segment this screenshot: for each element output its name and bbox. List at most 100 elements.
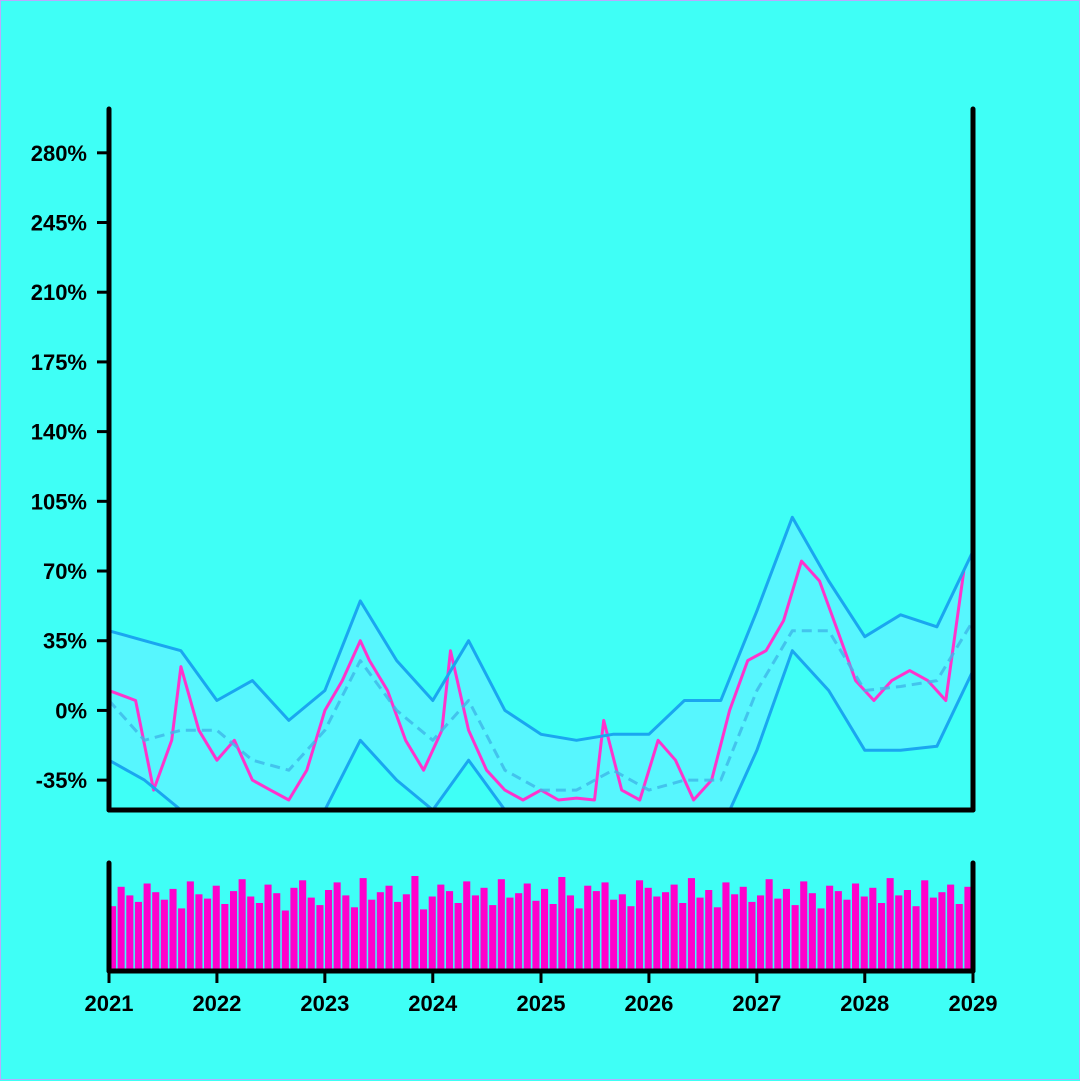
series-price-line bbox=[109, 559, 966, 802]
series-lower-band-line bbox=[109, 649, 973, 810]
volume-bar bbox=[428, 896, 436, 971]
volume-bar bbox=[679, 903, 687, 971]
volume-bar bbox=[126, 895, 134, 971]
volume-bar bbox=[212, 885, 220, 971]
volume-bar bbox=[497, 879, 505, 971]
volume-bars bbox=[109, 876, 972, 971]
band-area bbox=[109, 517, 973, 810]
volume-bar bbox=[575, 908, 583, 971]
volume-bar bbox=[160, 899, 168, 971]
volume-bar bbox=[921, 880, 929, 971]
y-tick-label: 280% bbox=[31, 141, 87, 166]
volume-bar bbox=[765, 879, 773, 971]
volume-bar bbox=[644, 887, 652, 971]
x-tick-label: 2027 bbox=[732, 991, 781, 1016]
x-tick-label: 2024 bbox=[408, 991, 458, 1016]
y-tick-label: 105% bbox=[31, 489, 87, 514]
volume-bar bbox=[489, 905, 497, 971]
volume-bar bbox=[376, 892, 384, 971]
volume-bar bbox=[852, 883, 860, 971]
volume-bar bbox=[178, 908, 186, 971]
volume-bar bbox=[437, 884, 445, 971]
volume-bar bbox=[230, 891, 238, 971]
volume-bar bbox=[368, 899, 376, 971]
volume-bar bbox=[947, 884, 955, 971]
volume-bar bbox=[411, 876, 419, 971]
volume-bar bbox=[878, 903, 886, 971]
volume-bar bbox=[169, 888, 177, 971]
volume-bar bbox=[480, 887, 488, 971]
volume-bar bbox=[860, 896, 868, 971]
volume-bar bbox=[350, 907, 358, 971]
y-tick-label: 70% bbox=[43, 559, 87, 584]
volume-bar bbox=[722, 882, 730, 971]
volume-bar bbox=[748, 901, 756, 971]
volume-bar bbox=[359, 878, 367, 971]
volume-bar bbox=[152, 892, 160, 971]
volume-bar bbox=[670, 884, 678, 971]
volume-bar bbox=[255, 903, 263, 971]
volume-bar bbox=[325, 890, 333, 971]
x-tick-label: 2023 bbox=[300, 991, 349, 1016]
y-tick-label: 175% bbox=[31, 350, 87, 375]
x-axis-ticks: 2021 2022 2023 2024 2025 2026 2027 2028 2029 bbox=[85, 971, 998, 1016]
volume-bar bbox=[506, 897, 514, 971]
band-fill bbox=[109, 517, 973, 810]
volume-bar bbox=[471, 895, 479, 971]
volume-bar bbox=[134, 901, 142, 971]
volume-bar bbox=[566, 895, 574, 971]
volume-bar bbox=[757, 895, 765, 971]
volume-bar bbox=[895, 895, 903, 971]
volume-bar bbox=[834, 891, 842, 971]
series-moving-average-line bbox=[109, 620, 973, 792]
x-tick-label: 2021 bbox=[85, 991, 134, 1016]
volume-bar bbox=[523, 883, 531, 971]
x-tick-label: 2028 bbox=[840, 991, 889, 1016]
volume-bar bbox=[247, 896, 255, 971]
volume-bar bbox=[696, 897, 704, 971]
volume-bar bbox=[454, 903, 462, 971]
volume-bar bbox=[342, 895, 350, 971]
volume-bar bbox=[713, 907, 721, 971]
volume-bar bbox=[463, 881, 471, 971]
x-tick-label: 2025 bbox=[517, 991, 566, 1016]
volume-bar bbox=[731, 894, 739, 971]
volume-bar bbox=[687, 878, 695, 971]
volume-bar bbox=[903, 890, 911, 971]
volume-bar bbox=[955, 904, 963, 971]
volume-bar bbox=[117, 886, 125, 971]
volume-bar bbox=[195, 894, 203, 971]
volume-bar bbox=[238, 879, 246, 971]
volume-bar bbox=[515, 893, 523, 971]
volume-bar bbox=[912, 906, 920, 971]
volume-bar bbox=[281, 910, 289, 971]
volume-bar bbox=[843, 899, 851, 971]
volume-bar bbox=[886, 878, 894, 971]
volume-bar bbox=[264, 884, 272, 971]
volume-bar bbox=[964, 886, 972, 971]
volume-bar bbox=[316, 905, 324, 971]
volume-bar bbox=[385, 885, 393, 971]
volume-bar bbox=[774, 898, 782, 971]
volume-bar bbox=[204, 898, 212, 971]
volume-bar bbox=[929, 897, 937, 971]
volume-bar bbox=[627, 906, 635, 971]
axes bbox=[106, 106, 976, 974]
volume-bar bbox=[782, 888, 790, 971]
volume-bar bbox=[791, 905, 799, 971]
volume-bar bbox=[636, 880, 644, 971]
y-tick-label: 0% bbox=[55, 698, 87, 723]
y-tick-label: 35% bbox=[43, 629, 87, 654]
volume-bar bbox=[662, 892, 670, 971]
series-upper-band-line bbox=[109, 515, 973, 742]
volume-bar bbox=[333, 882, 341, 971]
volume-bar bbox=[186, 881, 194, 971]
volume-bar bbox=[808, 893, 816, 971]
x-tick-label: 2026 bbox=[624, 991, 673, 1016]
x-tick-label: 2029 bbox=[949, 991, 998, 1016]
y-tick-label: -35% bbox=[36, 768, 87, 793]
volume-bar bbox=[938, 892, 946, 971]
volume-bar bbox=[143, 883, 151, 971]
